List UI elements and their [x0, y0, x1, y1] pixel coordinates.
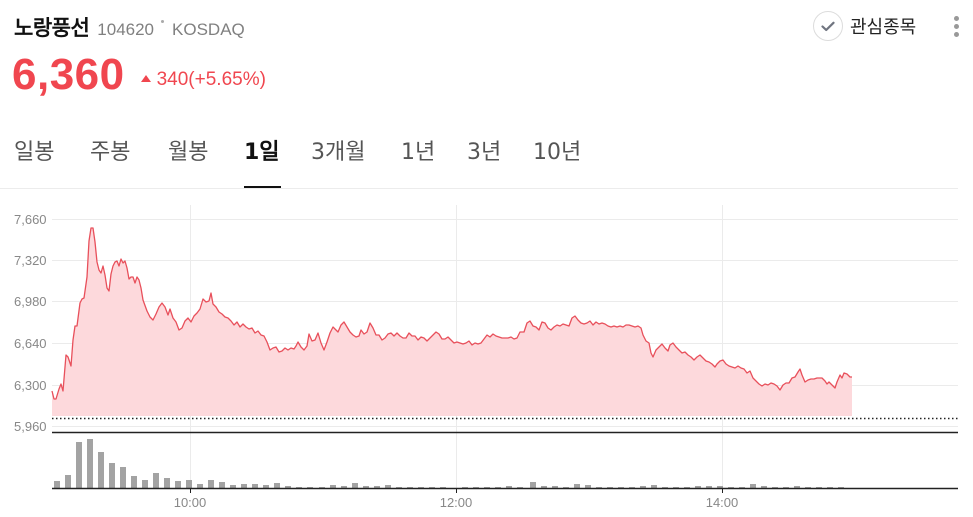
period-tabs: 일봉 주봉 월봉 1일 3개월 1년 3년 10년	[0, 128, 958, 189]
y-tick: 6,980	[14, 294, 47, 309]
y-tick: 6,300	[14, 378, 47, 393]
check-icon	[813, 11, 843, 41]
x-tick: 10:00	[174, 495, 207, 510]
tab-weekly[interactable]: 주봉	[90, 140, 131, 165]
tab-monthly[interactable]: 월봉	[168, 140, 209, 165]
tab-1year[interactable]: 1년	[401, 140, 436, 165]
up-arrow-icon	[140, 74, 151, 82]
y-tick: 7,660	[14, 212, 47, 227]
stock-header: 노랑풍선 104620 KOSDAQ	[14, 12, 245, 42]
y-tick: 6,640	[14, 336, 47, 351]
price-area-fill	[52, 228, 852, 416]
y-axis: 7,660 7,320 6,980 6,640 6,300 5,960	[14, 212, 47, 434]
x-tick: 14:00	[706, 495, 739, 510]
active-tab-indicator	[244, 186, 281, 188]
price-line	[51, 227, 852, 400]
x-tick: 12:00	[440, 495, 473, 510]
tab-3year[interactable]: 3년	[467, 140, 502, 165]
more-vertical-icon[interactable]	[953, 16, 959, 37]
tab-daily[interactable]: 일봉	[14, 140, 55, 165]
price-row: 6,360 340(+5.65%)	[12, 50, 266, 100]
watchlist-button[interactable]: 관심종목	[813, 11, 916, 41]
x-axis-ticks	[190, 488, 723, 493]
price-change: 340(+5.65%)	[140, 69, 266, 91]
watchlist-label: 관심종목	[850, 17, 917, 38]
price-change-value: 340(+5.65%)	[156, 69, 266, 90]
current-price: 6,360	[12, 50, 125, 99]
separator-dot	[161, 20, 165, 23]
stock-name: 노랑풍선	[14, 16, 90, 40]
stock-code: 104620	[97, 20, 155, 39]
volume-bars	[54, 439, 844, 488]
market-name: KOSDAQ	[172, 20, 245, 39]
tab-3month[interactable]: 3개월	[311, 140, 366, 165]
tab-10year[interactable]: 10년	[533, 140, 582, 165]
x-axis: 10:00 12:00 14:00	[174, 495, 739, 510]
y-tick: 7,320	[14, 253, 47, 268]
tab-1day[interactable]: 1일	[244, 140, 280, 165]
y-tick: 5,960	[14, 419, 47, 434]
